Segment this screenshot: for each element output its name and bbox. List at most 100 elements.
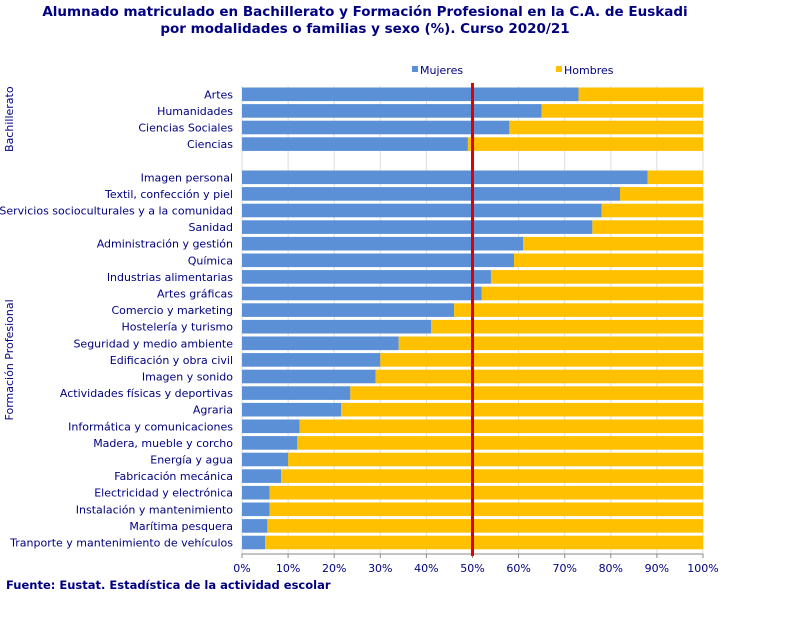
bar-mujeres-2-23 [242,535,266,550]
x-tick-label: 30% [368,562,392,575]
bar-hombres-2-6 [513,253,703,268]
source-note: Fuente: Eustat. Estadística de la activi… [6,578,331,592]
bar-mujeres-1-3 [242,120,510,135]
bar-hombres-2-2 [620,187,703,201]
bar-hombres-2-22 [267,519,703,533]
bar-mujeres-2-6 [242,253,514,268]
legend-swatch-hombres [556,66,562,72]
category-label: Electricidad y electrónica [94,487,233,500]
bar-mujeres-2-1 [242,170,648,185]
bar-mujeres-2-5 [242,236,524,251]
category-label: Humanidades [157,105,233,118]
category-label: Química [188,254,233,267]
category-label: Madera, mueble y corcho [93,437,233,450]
bar-hombres-2-14 [350,386,703,400]
x-tick-label: 70% [552,562,576,575]
category-label: Artes gráficas [157,288,233,301]
bar-mujeres-2-4 [242,220,593,234]
category-label: Informática y comunicaciones [68,420,233,433]
x-tick-label: 40% [414,562,438,575]
bar-hombres-1-1 [578,87,703,102]
category-label: Energía y agua [150,454,233,467]
bar-mujeres-2-10 [242,319,432,334]
bar-hombres-2-8 [481,286,703,301]
bar-hombres-2-21 [269,502,703,517]
chart-title-line-2: por modalidades o familias y sexo (%). C… [160,21,570,37]
bar-hombres-2-11 [398,336,703,351]
bar-hombres-2-9 [454,303,703,317]
x-tick-label: 0% [233,562,250,575]
category-label: Ciencias [187,138,233,151]
bar-mujeres-2-2 [242,187,621,201]
bar-mujeres-2-8 [242,286,482,301]
bar-hombres-1-2 [541,104,703,118]
bar-mujeres-2-12 [242,353,381,367]
bar-mujeres-2-15 [242,402,342,417]
bar-hombres-2-12 [380,353,703,367]
legend-label-hombres: Hombres [564,64,614,77]
bar-mujeres-2-7 [242,270,491,284]
category-label: Industrias alimentarias [107,271,233,284]
bar-hombres-1-4 [467,137,703,151]
x-tick-label: 10% [276,562,300,575]
bar-hombres-2-16 [299,419,703,434]
bar-mujeres-1-2 [242,104,542,118]
chart-title: Alumnado matriculado en Bachillerato y F… [0,4,730,38]
legend-swatch-mujeres [412,66,418,72]
x-tick-label: 80% [599,562,623,575]
bar-mujeres-2-20 [242,485,270,500]
bar-hombres-2-7 [490,270,703,284]
bar-hombres-1-3 [509,120,703,135]
bar-hombres-2-1 [647,170,703,185]
category-label: Imagen y sonido [142,371,233,384]
bar-mujeres-2-9 [242,303,455,317]
bar-mujeres-2-14 [242,386,351,400]
x-tick-label: 50% [460,562,484,575]
bar-mujeres-2-18 [242,452,289,467]
bar-hombres-2-5 [523,236,703,251]
category-label: Imagen personal [141,171,233,184]
bar-mujeres-1-1 [242,87,579,102]
chart-title-line-1: Alumnado matriculado en Bachillerato y F… [42,4,688,20]
category-label: Instalación y mantenimiento [76,503,233,516]
bar-mujeres-2-13 [242,369,376,384]
bar-hombres-2-20 [269,485,703,500]
category-label: Ciencias Sociales [138,122,233,135]
legend-label-mujeres: Mujeres [420,64,463,77]
x-tick-label: 20% [322,562,346,575]
bar-hombres-2-10 [431,319,703,334]
category-label: Sanidad [189,221,233,234]
bar-mujeres-1-4 [242,137,468,151]
bar-mujeres-2-3 [242,203,602,218]
category-label: Servicios socioculturales y a la comunid… [0,205,233,218]
category-label: Artes [204,88,233,101]
category-label: Marítima pesquera [129,520,233,533]
bar-mujeres-2-22 [242,519,268,533]
bar-mujeres-2-16 [242,419,300,434]
bar-hombres-2-4 [592,220,703,234]
bar-hombres-2-18 [288,452,703,467]
bar-mujeres-2-21 [242,502,270,517]
category-label: Textil, confección y piel [104,188,233,201]
category-label: Tranporte y mantenimiento de vehículos [9,537,233,550]
category-label: Comercio y marketing [111,304,233,317]
bar-hombres-2-23 [265,535,703,550]
bar-mujeres-2-19 [242,469,282,483]
group-label: Bachillerato [3,86,16,152]
group-label: Formación Profesional [3,299,16,420]
bar-hombres-2-15 [341,402,703,417]
x-tick-label: 60% [506,562,530,575]
category-label: Edificación y obra civil [110,354,233,367]
bar-mujeres-2-11 [242,336,399,351]
category-label: Seguridad y medio ambiente [73,337,233,350]
bar-mujeres-2-17 [242,436,298,450]
bar-hombres-2-13 [375,369,703,384]
category-label: Actividades físicas y deportivas [60,387,233,400]
category-label: Administración y gestión [97,238,233,251]
bar-hombres-2-19 [281,469,703,483]
x-tick-label: 90% [645,562,669,575]
category-label: Hostelería y turismo [122,321,234,334]
category-label: Agraria [193,404,233,417]
bar-hombres-2-3 [601,203,703,218]
